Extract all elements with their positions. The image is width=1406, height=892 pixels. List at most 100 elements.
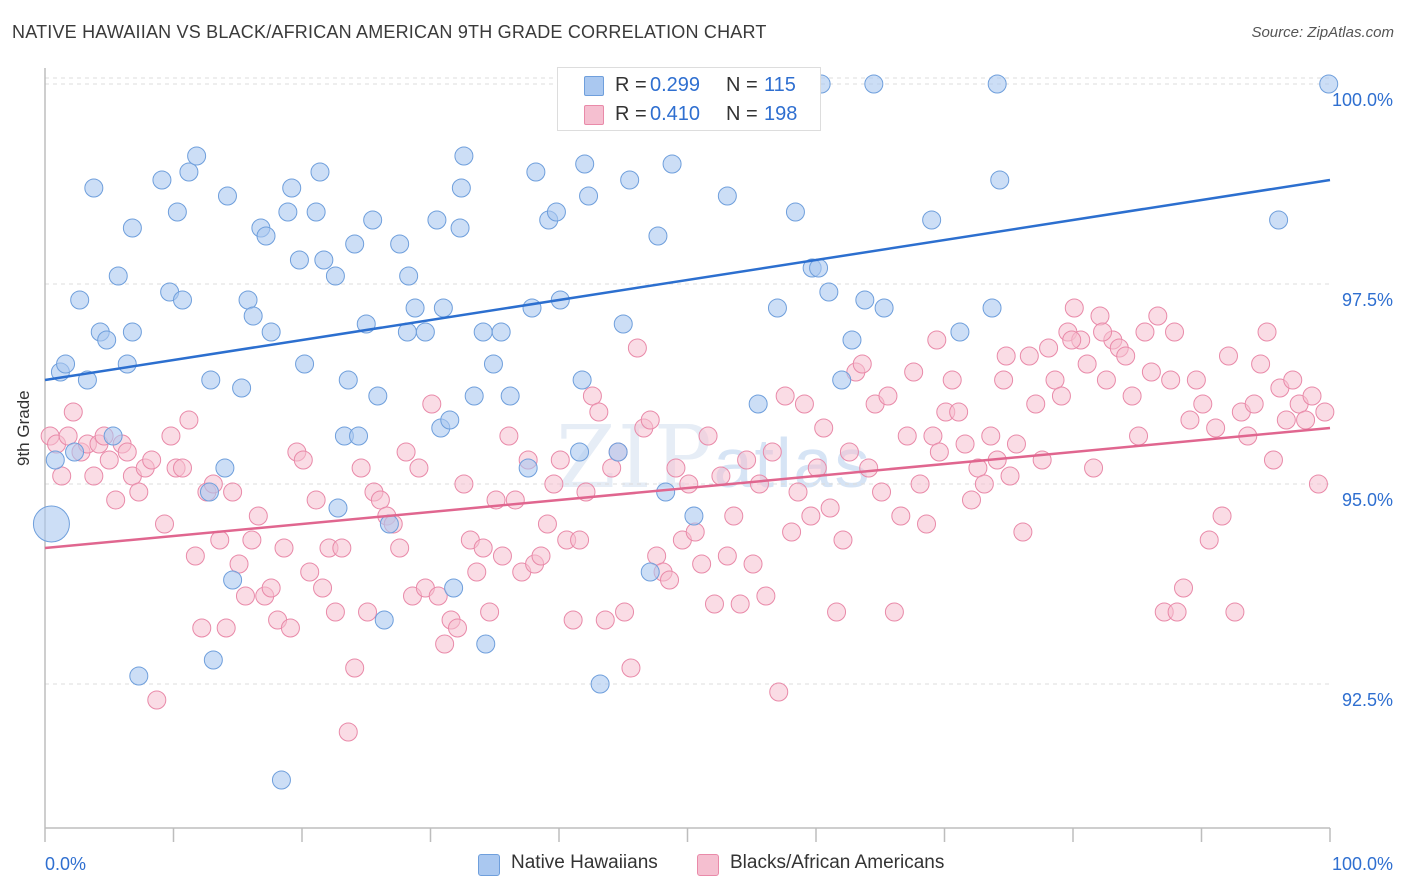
black-swatch xyxy=(584,105,604,125)
point-black xyxy=(345,658,365,678)
point-native xyxy=(122,218,142,238)
point-black xyxy=(172,458,192,478)
point-black xyxy=(210,530,230,550)
point-black xyxy=(827,602,847,622)
point-native xyxy=(656,482,676,502)
point-black xyxy=(788,482,808,502)
point-black xyxy=(358,602,378,622)
point-native xyxy=(345,234,365,254)
point-black xyxy=(839,442,859,462)
point-native xyxy=(832,370,852,390)
point-native xyxy=(620,170,640,190)
point-native xyxy=(476,634,496,654)
point-native xyxy=(314,250,334,270)
point-black xyxy=(306,490,326,510)
point-black xyxy=(274,538,294,558)
point-black xyxy=(99,450,119,470)
point-black xyxy=(480,602,500,622)
point-native xyxy=(922,210,942,230)
point-native xyxy=(282,178,302,198)
point-black xyxy=(1206,418,1226,438)
point-black xyxy=(1039,338,1059,358)
point-black xyxy=(704,594,724,614)
point-black xyxy=(692,554,712,574)
point-black xyxy=(996,346,1016,366)
point-black xyxy=(1315,402,1335,422)
point-black xyxy=(550,450,570,470)
point-native xyxy=(232,378,252,398)
point-native xyxy=(575,154,595,174)
point-black xyxy=(454,474,474,494)
point-black xyxy=(544,474,564,494)
y-axis-label: 9th Grade xyxy=(14,390,33,466)
point-native xyxy=(349,426,369,446)
point-native xyxy=(152,170,172,190)
point-native xyxy=(261,322,281,342)
stats-row-black: R = 0.410 N = 198 xyxy=(558,101,820,129)
point-black xyxy=(467,562,487,582)
point-native xyxy=(950,322,970,342)
point-black xyxy=(737,450,757,470)
point-native xyxy=(179,162,199,182)
point-black xyxy=(492,546,512,566)
point-black xyxy=(473,538,493,558)
axes xyxy=(44,68,1331,842)
point-black xyxy=(1308,474,1328,494)
point-native xyxy=(328,498,348,518)
y-tick-label: 100.0% xyxy=(1332,90,1393,110)
point-native xyxy=(864,74,884,94)
point-black xyxy=(640,410,660,430)
point-black xyxy=(743,554,763,574)
point-black xyxy=(968,458,988,478)
point-black xyxy=(1148,306,1168,326)
point-black xyxy=(1026,394,1046,414)
legend-swatch-native xyxy=(478,854,500,876)
point-native xyxy=(464,386,484,406)
point-black xyxy=(179,410,199,430)
point-native xyxy=(122,322,142,342)
point-native xyxy=(526,162,546,182)
point-black xyxy=(1193,394,1213,414)
point-black xyxy=(229,554,249,574)
point-black xyxy=(974,474,994,494)
point-native xyxy=(785,202,805,222)
point-black xyxy=(1276,410,1296,430)
point-black xyxy=(1093,322,1113,342)
point-native xyxy=(390,234,410,254)
point-black xyxy=(1165,322,1185,342)
point-black xyxy=(595,610,615,630)
point-native xyxy=(648,226,668,246)
point-black xyxy=(878,386,898,406)
point-black xyxy=(261,578,281,598)
point-native xyxy=(399,266,419,286)
point-black xyxy=(1045,370,1065,390)
point-black xyxy=(63,402,83,422)
point-black xyxy=(859,458,879,478)
point-black xyxy=(223,482,243,502)
point-black xyxy=(927,330,947,350)
point-black xyxy=(724,506,744,526)
point-black xyxy=(698,426,718,446)
point-native xyxy=(56,354,76,374)
point-black xyxy=(1199,530,1219,550)
point-native xyxy=(842,330,862,350)
point-black xyxy=(1116,346,1136,366)
point-native xyxy=(108,266,128,286)
point-native xyxy=(103,426,123,446)
point-native xyxy=(518,458,538,478)
point-black xyxy=(949,402,969,422)
point-black xyxy=(129,482,149,502)
point-black xyxy=(351,458,371,478)
point-native xyxy=(590,674,610,694)
native-swatch xyxy=(584,76,604,96)
point-black xyxy=(1302,386,1322,406)
point-black xyxy=(142,450,162,470)
point-black xyxy=(428,586,448,606)
x-tick-label-min: 0.0% xyxy=(45,854,86,874)
point-native xyxy=(717,186,737,206)
point-black xyxy=(537,514,557,534)
point-native xyxy=(500,386,520,406)
point-black xyxy=(325,602,345,622)
point-black xyxy=(679,474,699,494)
